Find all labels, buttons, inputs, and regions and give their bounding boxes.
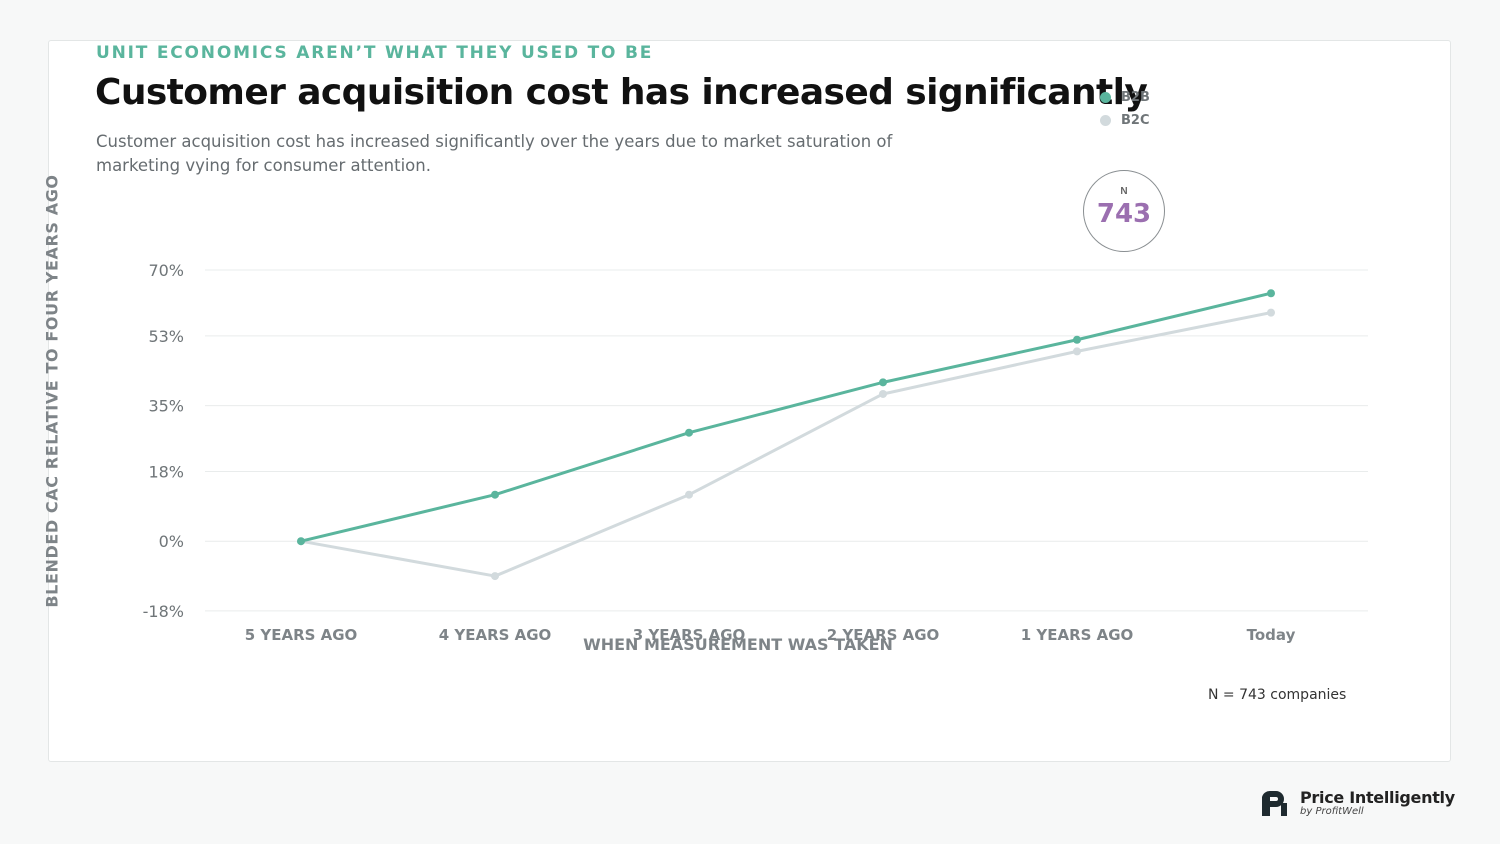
x-tick-label: 4 YEARS AGO — [439, 626, 552, 644]
chart-card — [48, 40, 1451, 762]
page-title: Customer acquisition cost has increased … — [95, 72, 1148, 113]
eyebrow-heading: UNIT ECONOMICS AREN’T WHAT THEY USED TO … — [96, 43, 654, 63]
legend-label-b2c: B2C — [1121, 113, 1150, 128]
y-tick-label: 0% — [159, 532, 184, 551]
badge-value: 743 — [1096, 199, 1152, 229]
legend-item-b2c: B2C — [1100, 109, 1150, 132]
sample-size-badge: N 743 — [1083, 170, 1165, 252]
brand-logo-icon — [1262, 790, 1287, 816]
legend-label-b2b: B2B — [1121, 90, 1150, 105]
legend-swatch-b2b — [1100, 92, 1111, 103]
data-point-b2b — [297, 537, 305, 546]
sample-size-note: N = 743 companies — [1208, 687, 1347, 703]
y-tick-label: -18% — [143, 602, 184, 621]
legend-swatch-b2c — [1100, 115, 1111, 126]
x-tick-label: Today — [1247, 626, 1296, 644]
x-tick-label: 1 YEARS AGO — [1021, 626, 1134, 644]
y-tick-label: 18% — [148, 462, 184, 481]
data-point-b2c — [491, 572, 499, 581]
y-tick-label: 53% — [148, 327, 184, 346]
data-point-b2b — [879, 378, 887, 387]
x-axis-label: WHEN MEASUREMENT WAS TAKEN — [583, 635, 893, 654]
x-tick-label: 3 YEARS AGO — [633, 626, 746, 644]
data-point-b2b — [491, 490, 499, 499]
data-point-b2c — [879, 389, 887, 398]
y-tick-label: 70% — [148, 261, 184, 280]
badge-label: N — [1120, 186, 1128, 197]
y-tick-label: 35% — [148, 397, 184, 416]
series-line-b2b — [299, 291, 1273, 543]
series-line-b2c — [299, 311, 1273, 578]
data-point-b2c — [685, 490, 693, 499]
data-point-b2b — [1267, 289, 1275, 298]
x-tick-label: 5 YEARS AGO — [245, 626, 358, 644]
data-point-b2b — [1073, 335, 1081, 344]
data-point-b2b — [685, 428, 693, 437]
y-axis-label: BLENDED CAC RELATIVE TO FOUR YEARS AGO — [42, 174, 62, 608]
x-tick-label: 2 YEARS AGO — [827, 626, 940, 644]
legend-item-b2b: B2B — [1100, 86, 1150, 109]
chart-legend: B2B B2C — [1100, 86, 1150, 132]
brand-subtitle: by ProfitWell — [1300, 806, 1364, 817]
brand-logo: Price Intelligently by ProfitWell — [1260, 789, 1455, 817]
chart-subtitle: Customer acquisition cost has increased … — [96, 132, 893, 175]
data-point-b2c — [1073, 347, 1081, 356]
data-point-b2c — [1267, 308, 1275, 317]
brand-name: Price Intelligently — [1300, 788, 1455, 807]
